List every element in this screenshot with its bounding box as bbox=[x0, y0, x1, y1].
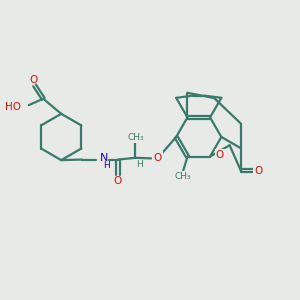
Text: CH₃: CH₃ bbox=[175, 172, 191, 181]
Text: O: O bbox=[254, 166, 262, 176]
Text: O: O bbox=[216, 150, 224, 160]
Text: O: O bbox=[29, 76, 37, 85]
Text: O: O bbox=[153, 152, 161, 163]
Text: CH₃: CH₃ bbox=[127, 133, 144, 142]
Text: H: H bbox=[136, 160, 143, 169]
Text: HO: HO bbox=[5, 102, 21, 112]
Text: O: O bbox=[114, 176, 122, 186]
Text: N: N bbox=[100, 153, 108, 164]
Text: H: H bbox=[103, 161, 110, 170]
